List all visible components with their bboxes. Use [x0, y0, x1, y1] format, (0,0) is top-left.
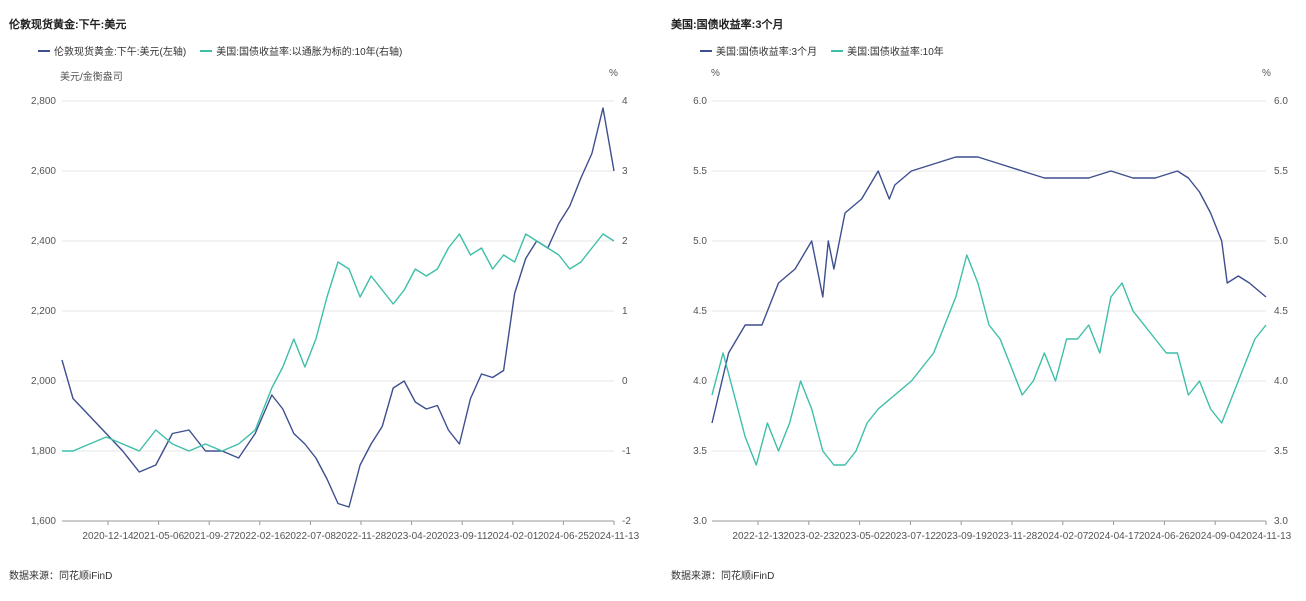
chart2-ytick-right: 6.0: [1274, 96, 1288, 107]
chart2-ytick-left: 3.0: [693, 516, 707, 527]
chart2-ytick-right: 3.5: [1274, 446, 1288, 457]
chart2-ytick-right: 5.0: [1274, 236, 1288, 247]
chart1-left-unit: 美元/金衡盎司: [60, 72, 123, 83]
chart2-ytick-right: 3.0: [1274, 516, 1288, 527]
chart2-series-line-2: [711, 254, 1267, 466]
chart2-xtick-label: 2024-06-26: [1139, 531, 1191, 542]
chart1-ytick-right: 4: [622, 96, 628, 107]
chart2-xtick-label: 2023-09-19: [936, 531, 988, 542]
chart1-legend-label-gold: 伦敦现货黄金:下午:美元(左轴): [54, 47, 187, 58]
chart1-ytick-right: -2: [622, 516, 631, 527]
chart2-legend-item-3m[interactable]: 美国:国债收益率:3个月: [700, 43, 817, 58]
chart1-ytick-left: 1,800: [31, 446, 56, 457]
chart1-xtick-label: 2024-02-01: [487, 531, 539, 542]
chart1-xtick-label: 2023-09-11: [437, 531, 488, 542]
chart1-ytick-right: 2: [622, 236, 628, 247]
chart1-ytick-right: 3: [622, 166, 628, 177]
chart1-xtick-label: 2020-12-14: [82, 531, 134, 542]
chart1-xtick-label: 2021-05-06: [133, 531, 185, 542]
chart1-ytick-left: 2,000: [31, 376, 56, 387]
chart1-series-line-1: [61, 107, 615, 508]
chart1-title: 伦敦现货黄金:下午:美元: [9, 19, 127, 31]
chart2-series-line-1: [711, 156, 1267, 424]
chart2-legend: 美国:国债收益率:3个月 美国:国债收益率:10年: [700, 43, 944, 58]
chart2-xtick-label: 2023-07-12: [885, 531, 937, 542]
chart1-xtick-label: 2022-02-16: [234, 531, 286, 542]
chart2-left-unit: %: [711, 68, 720, 79]
chart1-xtick-label: 2023-04-20: [386, 531, 438, 542]
chart1-ytick-left: 2,200: [31, 306, 56, 317]
chart1-legend-item-gold[interactable]: 伦敦现货黄金:下午:美元(左轴): [38, 43, 186, 58]
chart2-xtick-label: 2023-02-23: [783, 531, 835, 542]
chart2-ytick-left: 4.5: [693, 306, 707, 317]
chart2-ytick-right: 4.5: [1274, 306, 1288, 317]
chart2-xtick-label: 2024-11-13: [1241, 531, 1292, 542]
chart2-xtick-label: 2024-02-07: [1037, 531, 1089, 542]
chart1-series-line-2: [62, 233, 615, 452]
chart1-right-unit: %: [609, 68, 618, 79]
chart1-xtick-label: 2022-11-28: [336, 531, 387, 542]
chart1-ytick-left: 2,800: [31, 96, 56, 107]
chart2-xtick-label: 2024-09-04: [1190, 531, 1242, 542]
chart1-ytick-right: 0: [622, 376, 628, 387]
chart2-right-unit: %: [1262, 68, 1271, 79]
chart1-xtick-label: 2024-06-25: [538, 531, 590, 542]
chart1-legend-label-tips: 美国:国债收益率:以通胀为标的:10年(右轴): [216, 47, 403, 58]
chart1-ytick-left: 2,400: [31, 236, 56, 247]
chart2-xtick-label: 2022-12-13: [732, 531, 784, 542]
chart2-legend-label-3m: 美国:国债收益率:3个月: [716, 47, 818, 58]
chart1-ytick-left: 2,600: [31, 166, 56, 177]
chart2-xtick-label: 2023-05-02: [834, 531, 886, 542]
chart1-source: 数据来源：同花顺iFinD: [9, 571, 113, 582]
chart2-legend-label-10y: 美国:国债收益率:10年: [847, 47, 944, 58]
chart1-ytick-right: -1: [622, 446, 631, 457]
chart2-ytick-left: 5.5: [693, 166, 707, 177]
chart2-ytick-right: 4.0: [1274, 376, 1288, 387]
chart2-xtick-label: 2023-11-28: [987, 531, 1038, 542]
chart1-xtick-label: 2021-09-27: [184, 531, 236, 542]
chart2-legend-swatch-3m: [700, 49, 712, 52]
chart2-xtick-label: 2024-04-17: [1088, 531, 1140, 542]
chart1-legend: 伦敦现货黄金:下午:美元(左轴) 美国:国债收益率:以通胀为标的:10年(右轴): [38, 43, 402, 58]
chart2-ytick-right: 5.5: [1274, 166, 1288, 177]
chart2-title: 美国:国债收益率:3个月: [671, 19, 784, 31]
chart2-ytick-left: 6.0: [693, 96, 707, 107]
chart2-legend-item-10y[interactable]: 美国:国债收益率:10年: [831, 43, 944, 58]
chart1-legend-item-tips[interactable]: 美国:国债收益率:以通胀为标的:10年(右轴): [200, 43, 402, 58]
chart2-source: 数据来源：同花顺iFinD: [671, 571, 775, 582]
chart2-ytick-left: 4.0: [693, 376, 707, 387]
chart1-legend-swatch-gold: [38, 49, 50, 52]
chart2-legend-swatch-10y: [831, 49, 844, 52]
chart2-ytick-left: 5.0: [693, 236, 707, 247]
chart1-xtick-label: 2022-07-08: [285, 531, 337, 542]
chart1-ytick-right: 1: [622, 306, 628, 317]
chart1-xtick-label: 2024-11-13: [589, 531, 640, 542]
chart1-ytick-left: 1,600: [31, 516, 56, 527]
chart1-legend-swatch-tips: [200, 49, 213, 52]
chart2-ytick-left: 3.5: [693, 446, 707, 457]
